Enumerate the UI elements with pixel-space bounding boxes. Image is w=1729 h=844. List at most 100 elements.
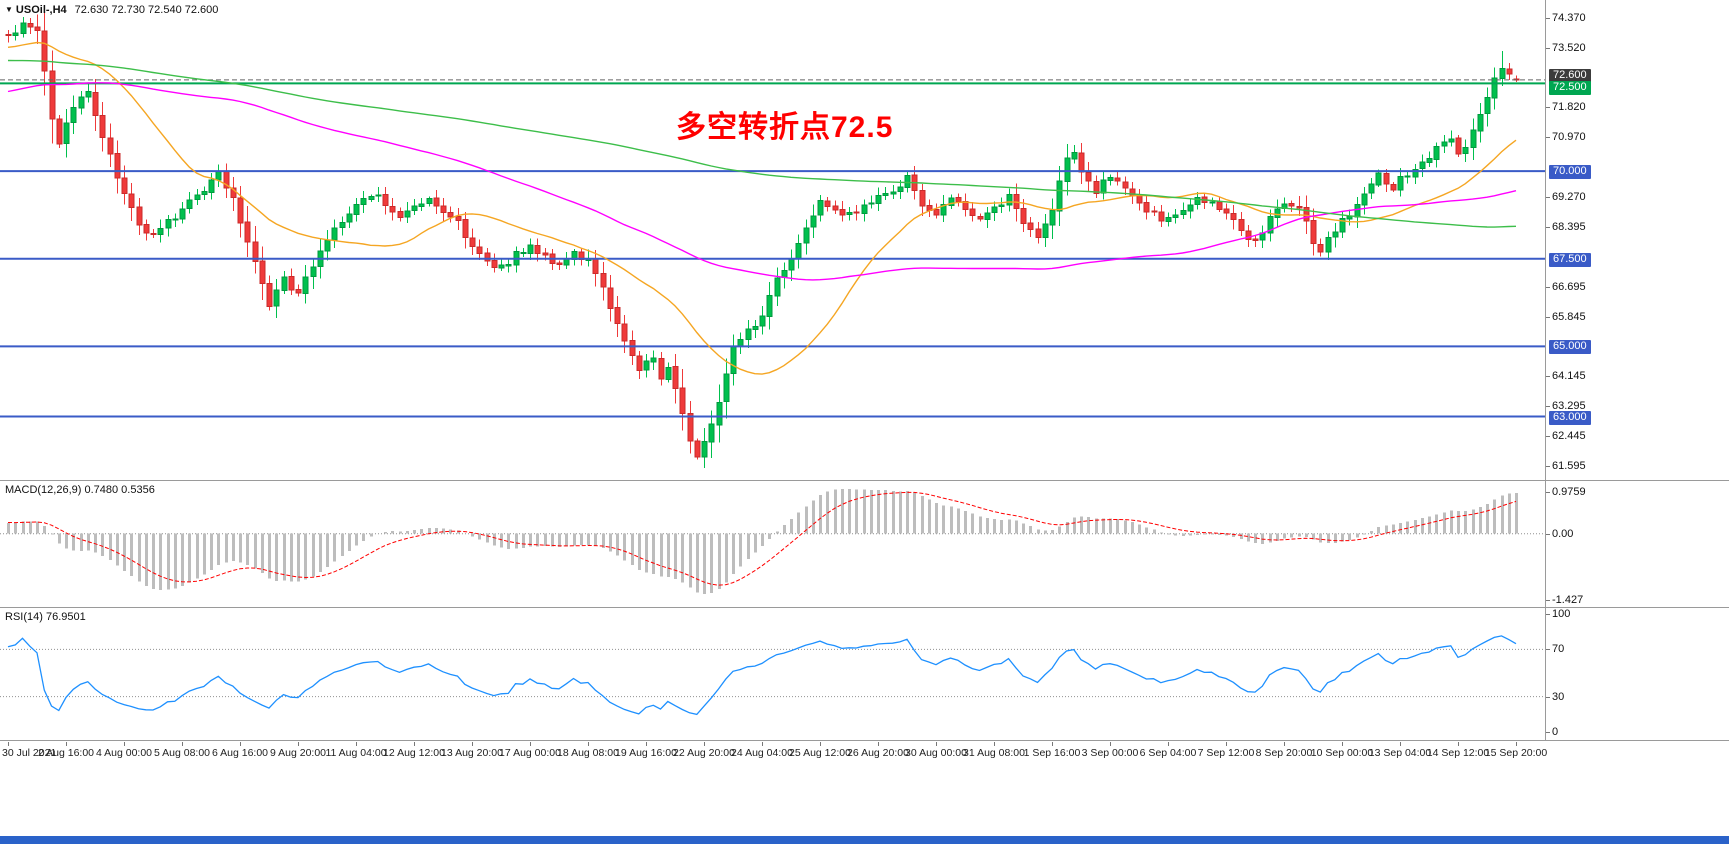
time-tick [704, 742, 705, 746]
price-label: 62.445 [1552, 430, 1586, 442]
time-label: 12 Aug 12:00 [383, 747, 445, 759]
axis-tick [1546, 649, 1550, 650]
horizontal-lines-layer [0, 79, 1545, 418]
time-label: 6 Aug 16:00 [211, 747, 269, 759]
time-label: 1 Sep 16:00 [1023, 747, 1081, 759]
time-tick [414, 742, 415, 746]
price-label: 74.370 [1552, 12, 1586, 24]
price-label: 63.295 [1552, 400, 1586, 412]
panel-divider-macd[interactable] [0, 480, 1729, 481]
chart-canvas[interactable] [0, 0, 1545, 741]
time-tick [1284, 742, 1285, 746]
time-tick [356, 742, 357, 746]
axis-tick [1546, 466, 1550, 467]
time-tick [182, 742, 183, 746]
rsi-axis-label: 70 [1552, 643, 1565, 655]
axis-tick [1546, 732, 1550, 733]
axis-tick [1546, 614, 1550, 615]
price-badge: 72.500 [1549, 81, 1591, 95]
axis-tick [1546, 18, 1550, 19]
time-tick [1342, 742, 1343, 746]
axis-tick [1546, 697, 1550, 698]
time-tick [878, 742, 879, 746]
time-label: 18 Aug 08:00 [557, 747, 619, 759]
axis-tick [1546, 107, 1550, 108]
time-label: 15 Sep 20:00 [1484, 747, 1548, 759]
axis-tick [1546, 600, 1550, 601]
macd-axis-label: 0.9759 [1552, 486, 1586, 498]
price-label: 71.820 [1552, 101, 1586, 113]
ma-mid-magenta [7, 82, 1517, 281]
time-tick [646, 742, 647, 746]
price-badge: 70.000 [1549, 165, 1591, 179]
time-label: 3 Sep 00:00 [1081, 747, 1139, 759]
time-tick [1516, 742, 1517, 746]
price-badge: 63.000 [1549, 411, 1591, 425]
time-label: 11 Aug 04:00 [325, 747, 387, 759]
price-label: 69.270 [1552, 191, 1586, 203]
bottom-bar [0, 836, 1729, 844]
price-badge: 65.000 [1549, 340, 1591, 354]
time-tick [240, 742, 241, 746]
ma-slow-green [7, 59, 1517, 228]
macd-histogram [7, 489, 1518, 595]
rsi-indicator-label: RSI(14) 76.9501 [5, 611, 86, 623]
price-label: 66.695 [1552, 281, 1586, 293]
price-badge: 72.600 [1549, 69, 1591, 83]
time-tick [1400, 742, 1401, 746]
panel-divider-bottom [0, 740, 1729, 741]
time-tick [1226, 742, 1227, 746]
time-label: 8 Sep 20:00 [1255, 747, 1313, 759]
annotation-text[interactable]: 多空转折点72.5 [676, 111, 894, 144]
time-tick [1052, 742, 1053, 746]
time-label: 26 Aug 20:00 [847, 747, 909, 759]
time-label: 5 Aug 08:00 [153, 747, 211, 759]
rsi-line [7, 635, 1517, 716]
axis-tick [1546, 534, 1550, 535]
time-label: 7 Sep 12:00 [1197, 747, 1255, 759]
time-label: 30 Jul 2021 [2, 747, 57, 759]
symbol-dropdown-icon[interactable]: ▼ [5, 5, 13, 14]
time-label: 30 Aug 00:00 [905, 747, 967, 759]
price-label: 73.520 [1552, 42, 1586, 54]
symbol-timeframe-label: USOil-,H4 [15, 4, 67, 16]
price-label: 64.145 [1552, 370, 1586, 382]
time-label: 6 Sep 04:00 [1139, 747, 1197, 759]
time-axis[interactable]: 30 Jul 2021 2 Aug 16:00 4 Aug 00:00 5 Aug 0… [0, 741, 1570, 763]
rsi-axis-label: 100 [1552, 608, 1571, 620]
time-label: 10 Sep 00:00 [1310, 747, 1374, 759]
ma-fast-orange [7, 41, 1517, 375]
axis-tick [1546, 436, 1550, 437]
axis-tick [1546, 376, 1550, 377]
price-label: 61.595 [1552, 460, 1586, 472]
time-tick [1168, 742, 1169, 746]
time-tick [8, 742, 9, 746]
time-tick [124, 742, 125, 746]
axis-tick [1546, 317, 1550, 318]
axis-tick [1546, 197, 1550, 198]
time-tick [936, 742, 937, 746]
time-tick [1458, 742, 1459, 746]
macd-axis-label: 0.00 [1552, 528, 1574, 540]
time-label: 14 Sep 12:00 [1426, 747, 1490, 759]
rsi-axis-label: 0 [1552, 726, 1559, 738]
time-label: 13 Sep 04:00 [1368, 747, 1432, 759]
price-axis[interactable]: 74.370 73.520 71.820 70.970 69.270 68.395 66.6… [1546, 0, 1729, 763]
ohlc-values: 72.630 72.730 72.540 72.600 [74, 4, 219, 16]
axis-tick [1546, 227, 1550, 228]
chart-header: ▼ USOil-,H4 72.630 72.730 72.540 72.600 [5, 4, 218, 16]
time-label: 31 Aug 08:00 [963, 747, 1025, 759]
time-label: 9 Aug 20:00 [269, 747, 327, 759]
macd-signal-line [7, 491, 1517, 586]
axis-tick [1546, 137, 1550, 138]
rsi-axis-label: 30 [1552, 691, 1565, 703]
axis-tick [1546, 406, 1550, 407]
panel-divider-rsi[interactable] [0, 607, 1729, 608]
time-tick [472, 742, 473, 746]
macd-axis-label: -1.427 [1552, 594, 1584, 606]
time-tick [1110, 742, 1111, 746]
time-label: 22 Aug 20:00 [673, 747, 735, 759]
axis-tick [1546, 287, 1550, 288]
time-tick [820, 742, 821, 746]
